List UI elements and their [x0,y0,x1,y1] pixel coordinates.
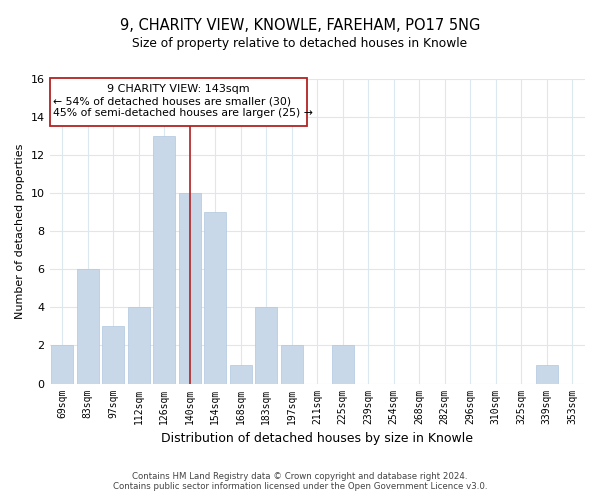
Bar [205,212,226,384]
Bar [281,346,302,384]
Bar [256,308,277,384]
Bar [154,136,175,384]
Text: 9, CHARITY VIEW, KNOWLE, FAREHAM, PO17 5NG: 9, CHARITY VIEW, KNOWLE, FAREHAM, PO17 5… [120,18,480,32]
Text: ← 54% of detached houses are smaller (30): ← 54% of detached houses are smaller (30… [53,96,291,106]
X-axis label: Distribution of detached houses by size in Knowle: Distribution of detached houses by size … [161,432,473,445]
Bar [128,308,149,384]
Text: Contains HM Land Registry data © Crown copyright and database right 2024.: Contains HM Land Registry data © Crown c… [132,472,468,481]
Bar [52,346,73,384]
Bar [77,270,98,384]
Bar [179,193,200,384]
Text: 9 CHARITY VIEW: 143sqm: 9 CHARITY VIEW: 143sqm [107,84,250,94]
Bar [230,364,251,384]
Bar [332,346,353,384]
Bar [103,326,124,384]
FancyBboxPatch shape [50,78,307,126]
Text: 45% of semi-detached houses are larger (25) →: 45% of semi-detached houses are larger (… [53,108,313,118]
Text: Contains public sector information licensed under the Open Government Licence v3: Contains public sector information licen… [113,482,487,491]
Bar [536,364,557,384]
Text: Size of property relative to detached houses in Knowle: Size of property relative to detached ho… [133,38,467,51]
Y-axis label: Number of detached properties: Number of detached properties [15,144,25,319]
